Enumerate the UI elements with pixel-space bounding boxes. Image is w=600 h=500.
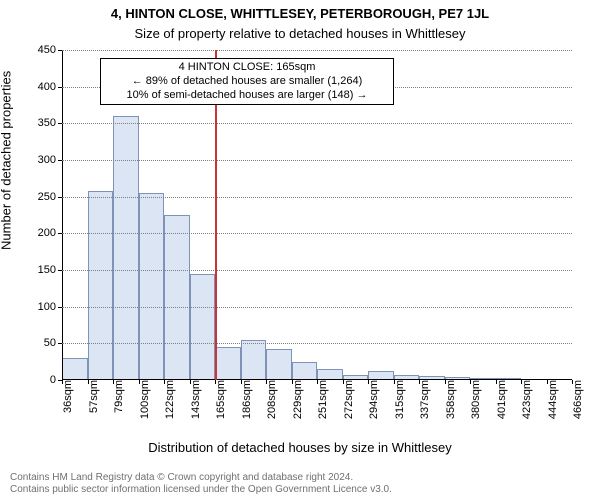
xtick-label: 186sqm	[239, 380, 253, 419]
histogram-bar	[292, 362, 318, 380]
chart-container: 4, HINTON CLOSE, WHITTLESEY, PETERBOROUG…	[0, 0, 600, 500]
histogram-bar	[164, 215, 190, 380]
xtick-label: 423sqm	[519, 380, 533, 419]
gridline	[62, 160, 572, 161]
xtick-label: 79sqm	[111, 380, 125, 413]
xtick-label: 315sqm	[392, 380, 406, 419]
gridline	[62, 123, 572, 124]
gridline	[62, 307, 572, 308]
xtick-label: 337sqm	[417, 380, 431, 419]
histogram-bar	[215, 347, 241, 380]
chart-subtitle: Size of property relative to detached ho…	[0, 26, 600, 41]
xtick-label: 272sqm	[341, 380, 355, 419]
ytick-label: 100	[38, 301, 62, 313]
xtick-label: 444sqm	[545, 380, 559, 419]
gridline	[62, 197, 572, 198]
histogram-bar	[241, 340, 267, 380]
histogram-bar	[88, 191, 114, 380]
xtick-label: 36sqm	[60, 380, 74, 413]
xtick-label: 251sqm	[315, 380, 329, 419]
xtick-label: 165sqm	[213, 380, 227, 419]
footer-line1: Contains HM Land Registry data © Crown c…	[10, 472, 392, 484]
x-axis-label: Distribution of detached houses by size …	[0, 440, 600, 455]
histogram-bar	[113, 116, 139, 380]
gridline	[62, 50, 572, 51]
footer-line2: Contains public sector information licen…	[10, 484, 392, 496]
ytick-label: 400	[38, 81, 62, 93]
xtick-label: 358sqm	[443, 380, 457, 419]
xtick-label: 380sqm	[468, 380, 482, 419]
gridline	[62, 343, 572, 344]
gridline	[62, 270, 572, 271]
y-axis-label: Number of detached properties	[0, 71, 14, 250]
ytick-label: 250	[38, 191, 62, 203]
xtick-label: 229sqm	[290, 380, 304, 419]
y-axis-line	[62, 50, 63, 380]
ytick-label: 150	[38, 264, 62, 276]
xtick-label: 122sqm	[162, 380, 176, 419]
histogram-bar	[139, 193, 165, 380]
xtick-label: 208sqm	[264, 380, 278, 419]
xtick-label: 294sqm	[366, 380, 380, 419]
xtick-label: 401sqm	[494, 380, 508, 419]
ytick-label: 300	[38, 154, 62, 166]
xtick-label: 466sqm	[570, 380, 584, 419]
ytick-label: 450	[38, 44, 62, 56]
histogram-bar	[190, 274, 216, 380]
histogram-bar	[266, 349, 292, 380]
annotation-line1: 4 HINTON CLOSE: 165sqm	[107, 61, 387, 75]
footer: Contains HM Land Registry data © Crown c…	[10, 472, 392, 496]
xtick-label: 143sqm	[188, 380, 202, 419]
xtick-label: 100sqm	[137, 380, 151, 419]
gridline	[62, 233, 572, 234]
histogram-bar	[62, 358, 88, 380]
ytick-label: 200	[38, 227, 62, 239]
annotation-box: 4 HINTON CLOSE: 165sqm ← 89% of detached…	[100, 58, 394, 105]
chart-title: 4, HINTON CLOSE, WHITTLESEY, PETERBOROUG…	[0, 6, 600, 21]
ytick-label: 50	[44, 337, 62, 349]
annotation-line2: ← 89% of detached houses are smaller (1,…	[107, 75, 387, 89]
annotation-line3: 10% of semi-detached houses are larger (…	[107, 89, 387, 103]
xtick-label: 57sqm	[86, 380, 100, 413]
ytick-label: 350	[38, 117, 62, 129]
